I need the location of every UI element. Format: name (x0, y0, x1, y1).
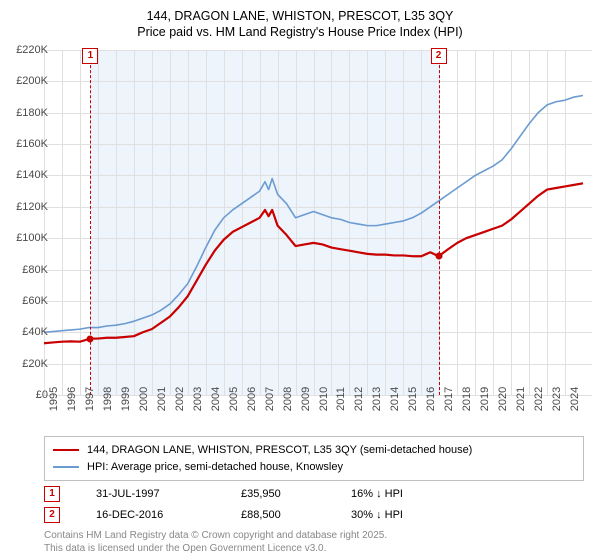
x-tick-label: 1996 (66, 387, 78, 411)
y-tick-label: £220K (4, 44, 48, 56)
legend-swatch (53, 449, 79, 451)
x-tick-label: 2004 (210, 387, 222, 411)
x-tick-label: 2000 (138, 387, 150, 411)
row-pct: 30% ↓ HPI (351, 509, 471, 521)
marker-dot (87, 335, 94, 342)
x-tick-label: 2006 (246, 387, 258, 411)
x-tick-label: 2022 (533, 387, 545, 411)
marker-badge: 1 (82, 48, 98, 64)
attribution-line-1: Contains HM Land Registry data © Crown c… (44, 530, 387, 543)
marker-badge: 2 (431, 48, 447, 64)
x-tick-label: 2001 (156, 387, 168, 411)
legend-label: HPI: Average price, semi-detached house,… (87, 459, 343, 476)
attribution-text: Contains HM Land Registry data © Crown c… (44, 530, 387, 555)
x-tick-label: 2014 (389, 387, 401, 411)
x-tick-label: 2023 (551, 387, 563, 411)
y-tick-label: £40K (4, 326, 48, 338)
row-date: 16-DEC-2016 (96, 509, 241, 521)
row-pct: 16% ↓ HPI (351, 488, 471, 500)
y-tick-label: £80K (4, 264, 48, 276)
data-table: 1 31-JUL-1997 £35,950 16% ↓ HPI 2 16-DEC… (44, 483, 584, 525)
marker-line (90, 50, 91, 395)
y-tick-label: £20K (4, 358, 48, 370)
x-tick-label: 1998 (102, 387, 114, 411)
series-price_paid (44, 183, 583, 343)
y-tick-label: £140K (4, 169, 48, 181)
x-tick-label: 2008 (282, 387, 294, 411)
x-tick-label: 2005 (228, 387, 240, 411)
x-tick-label: 2024 (569, 387, 581, 411)
y-tick-label: £200K (4, 75, 48, 87)
marker-dot (435, 253, 442, 260)
y-tick-label: £120K (4, 201, 48, 213)
x-tick-label: 2021 (515, 387, 527, 411)
table-row: 2 16-DEC-2016 £88,500 30% ↓ HPI (44, 504, 584, 525)
y-tick-label: £60K (4, 295, 48, 307)
title-line-2: Price paid vs. HM Land Registry's House … (0, 24, 600, 40)
legend-item: 144, DRAGON LANE, WHISTON, PRESCOT, L35 … (53, 442, 575, 459)
attribution-line-2: This data is licensed under the Open Gov… (44, 543, 387, 556)
chart-title-block: 144, DRAGON LANE, WHISTON, PRESCOT, L35 … (0, 0, 600, 41)
plot-area: 12 (44, 50, 592, 395)
x-tick-label: 2013 (371, 387, 383, 411)
legend-label: 144, DRAGON LANE, WHISTON, PRESCOT, L35 … (87, 442, 472, 459)
x-tick-label: 2002 (174, 387, 186, 411)
y-tick-label: £160K (4, 138, 48, 150)
x-tick-label: 2012 (353, 387, 365, 411)
x-tick-label: 2015 (407, 387, 419, 411)
y-tick-label: £0 (4, 389, 48, 401)
series-hpi (44, 95, 583, 332)
x-tick-label: 2016 (425, 387, 437, 411)
row-price: £88,500 (241, 509, 351, 521)
x-tick-label: 2019 (479, 387, 491, 411)
x-tick-label: 2003 (192, 387, 204, 411)
title-line-1: 144, DRAGON LANE, WHISTON, PRESCOT, L35 … (0, 8, 600, 24)
x-tick-label: 2020 (497, 387, 509, 411)
row-date: 31-JUL-1997 (96, 488, 241, 500)
marker-line (439, 50, 440, 395)
x-tick-label: 2017 (443, 387, 455, 411)
legend-item: HPI: Average price, semi-detached house,… (53, 459, 575, 476)
x-tick-label: 1999 (120, 387, 132, 411)
x-tick-label: 2010 (318, 387, 330, 411)
chart-container: 144, DRAGON LANE, WHISTON, PRESCOT, L35 … (0, 0, 600, 560)
row-price: £35,950 (241, 488, 351, 500)
row-badge: 1 (44, 486, 60, 502)
legend-box: 144, DRAGON LANE, WHISTON, PRESCOT, L35 … (44, 436, 584, 481)
x-tick-label: 2018 (461, 387, 473, 411)
y-tick-label: £180K (4, 107, 48, 119)
x-tick-label: 2009 (300, 387, 312, 411)
x-tick-label: 2011 (335, 387, 347, 411)
x-tick-label: 1995 (48, 387, 60, 411)
row-badge: 2 (44, 507, 60, 523)
line-series (44, 50, 592, 395)
x-tick-label: 2007 (264, 387, 276, 411)
table-row: 1 31-JUL-1997 £35,950 16% ↓ HPI (44, 483, 584, 504)
legend-swatch (53, 466, 79, 468)
y-tick-label: £100K (4, 232, 48, 244)
x-tick-label: 1997 (84, 387, 96, 411)
